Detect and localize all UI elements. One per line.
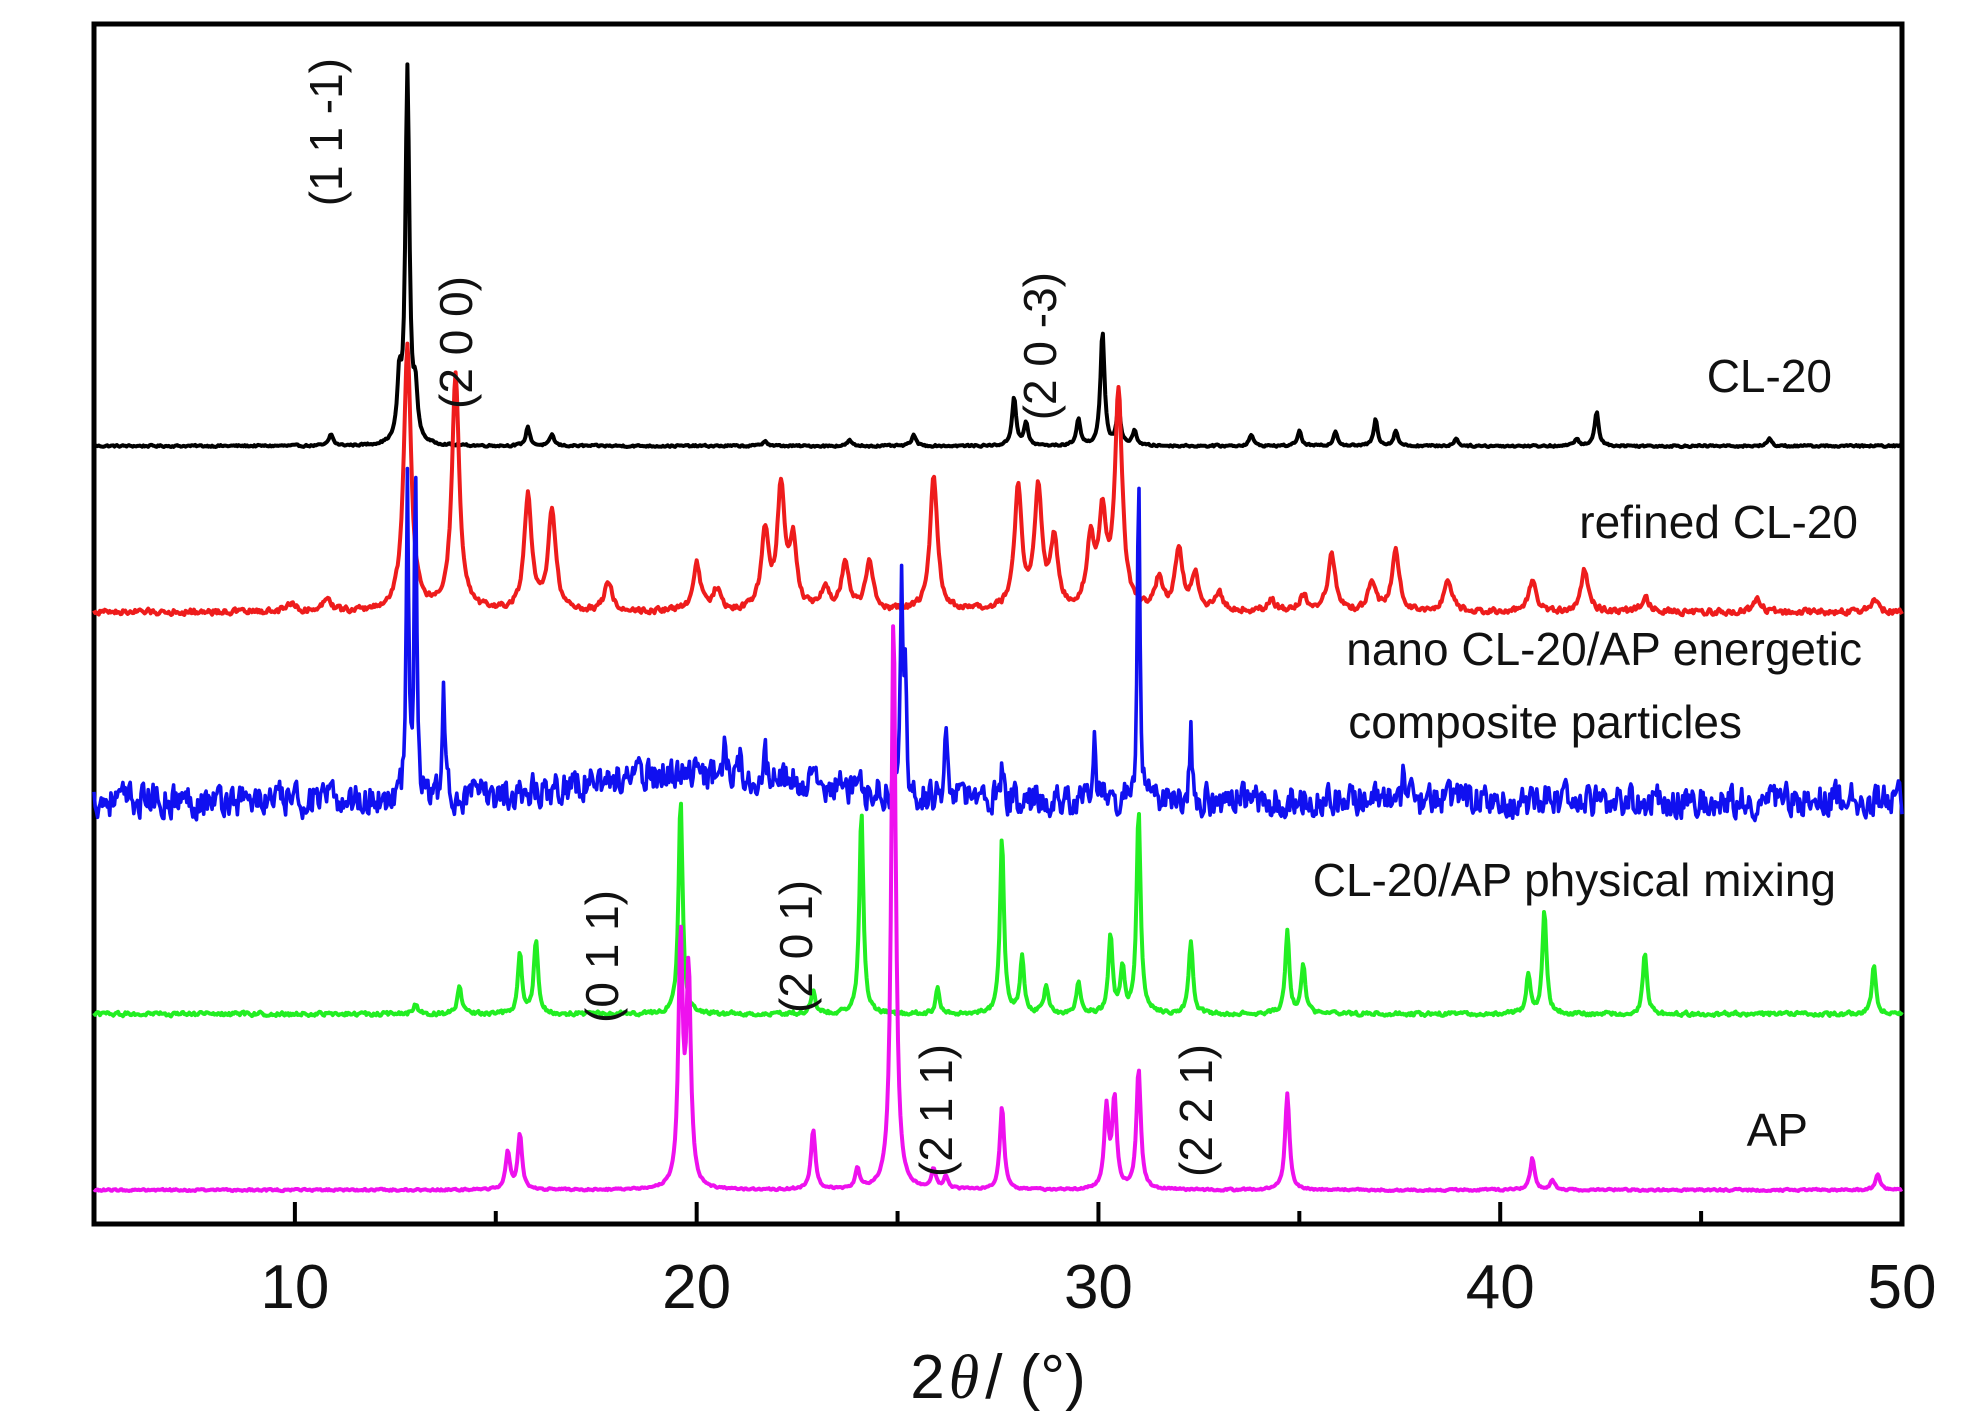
series-label-1: CL-20 [1707, 350, 1832, 402]
x-axis-title-symbol: θ [949, 1344, 979, 1412]
series-line-4 [92, 801, 1904, 1019]
peak-annotation: (2 0 1) [770, 880, 822, 1013]
series-line-3 [92, 466, 1904, 823]
peak-annotation: (2 0 0) [430, 276, 482, 409]
peak-annotation: (0 1 1) [576, 890, 628, 1023]
x-axis-title: 2θ/ (°) [910, 1343, 1086, 1412]
x-tick-label: 30 [1064, 1253, 1133, 1322]
x-tick-label: 40 [1466, 1253, 1535, 1322]
plot-frame [91, 21, 1905, 1227]
x-axis-title-suffix: / (°) [985, 1343, 1086, 1412]
series-label-group: CL-20 refined CL-20 nano CL-20/AP energeti… [1313, 350, 1862, 1156]
series-label-3: nano CL-20/AP energetic [1346, 623, 1862, 675]
peak-annotation: (1 1 -1) [300, 58, 352, 206]
x-tick-label: 20 [662, 1253, 731, 1322]
x-axis-ticks: 10 20 30 40 50 [260, 1202, 1936, 1322]
series-line-2 [92, 341, 1904, 618]
series-label-2: refined CL-20 [1579, 496, 1858, 548]
series-label-5: AP [1747, 1104, 1808, 1156]
annotation-group: (1 1 -1) (2 0 0) (2 0 -3) (0 1 1) (2 0 1) (2 … [300, 58, 1222, 1177]
x-tick-label: 10 [260, 1253, 329, 1322]
x-tick-label: 50 [1868, 1253, 1937, 1322]
peak-annotation: (2 0 -3) [1014, 272, 1066, 420]
series-group [92, 62, 1904, 1194]
peak-annotation: (2 1 1) [910, 1044, 962, 1177]
series-line-5 [92, 624, 1904, 1194]
x-axis-title-prefix: 2 [910, 1343, 944, 1412]
series-label-4: CL-20/AP physical mixing [1313, 854, 1836, 906]
series-line-1 [92, 62, 1904, 450]
series-label-3: composite particles [1348, 696, 1742, 748]
peak-annotation: (2 2 1) [1170, 1044, 1222, 1177]
